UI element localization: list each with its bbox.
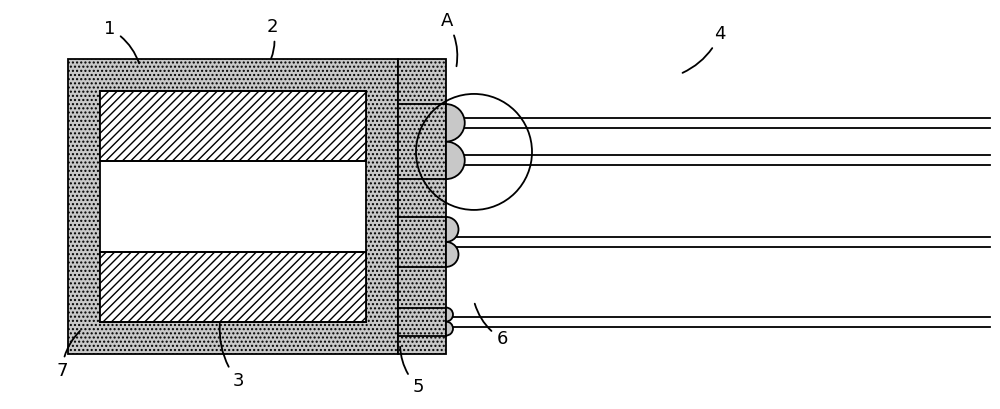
Wedge shape [446, 308, 453, 321]
Bar [100, 91, 366, 161]
Bar [398, 104, 446, 179]
Wedge shape [446, 142, 465, 179]
Bar [398, 308, 446, 335]
Wedge shape [446, 321, 453, 335]
Text: 5: 5 [400, 347, 424, 396]
Text: A: A [441, 12, 457, 66]
Bar [398, 59, 446, 354]
Text: 1: 1 [104, 20, 139, 63]
Bar [68, 59, 398, 354]
Wedge shape [446, 104, 465, 142]
Bar [398, 217, 446, 267]
Bar [100, 252, 366, 322]
Bar [100, 91, 366, 322]
Text: 3: 3 [220, 324, 244, 390]
Wedge shape [446, 217, 458, 242]
Text: 6: 6 [475, 303, 508, 348]
Text: 2: 2 [266, 18, 278, 58]
Text: 4: 4 [683, 25, 726, 73]
Text: 7: 7 [56, 331, 80, 380]
Wedge shape [446, 242, 458, 267]
